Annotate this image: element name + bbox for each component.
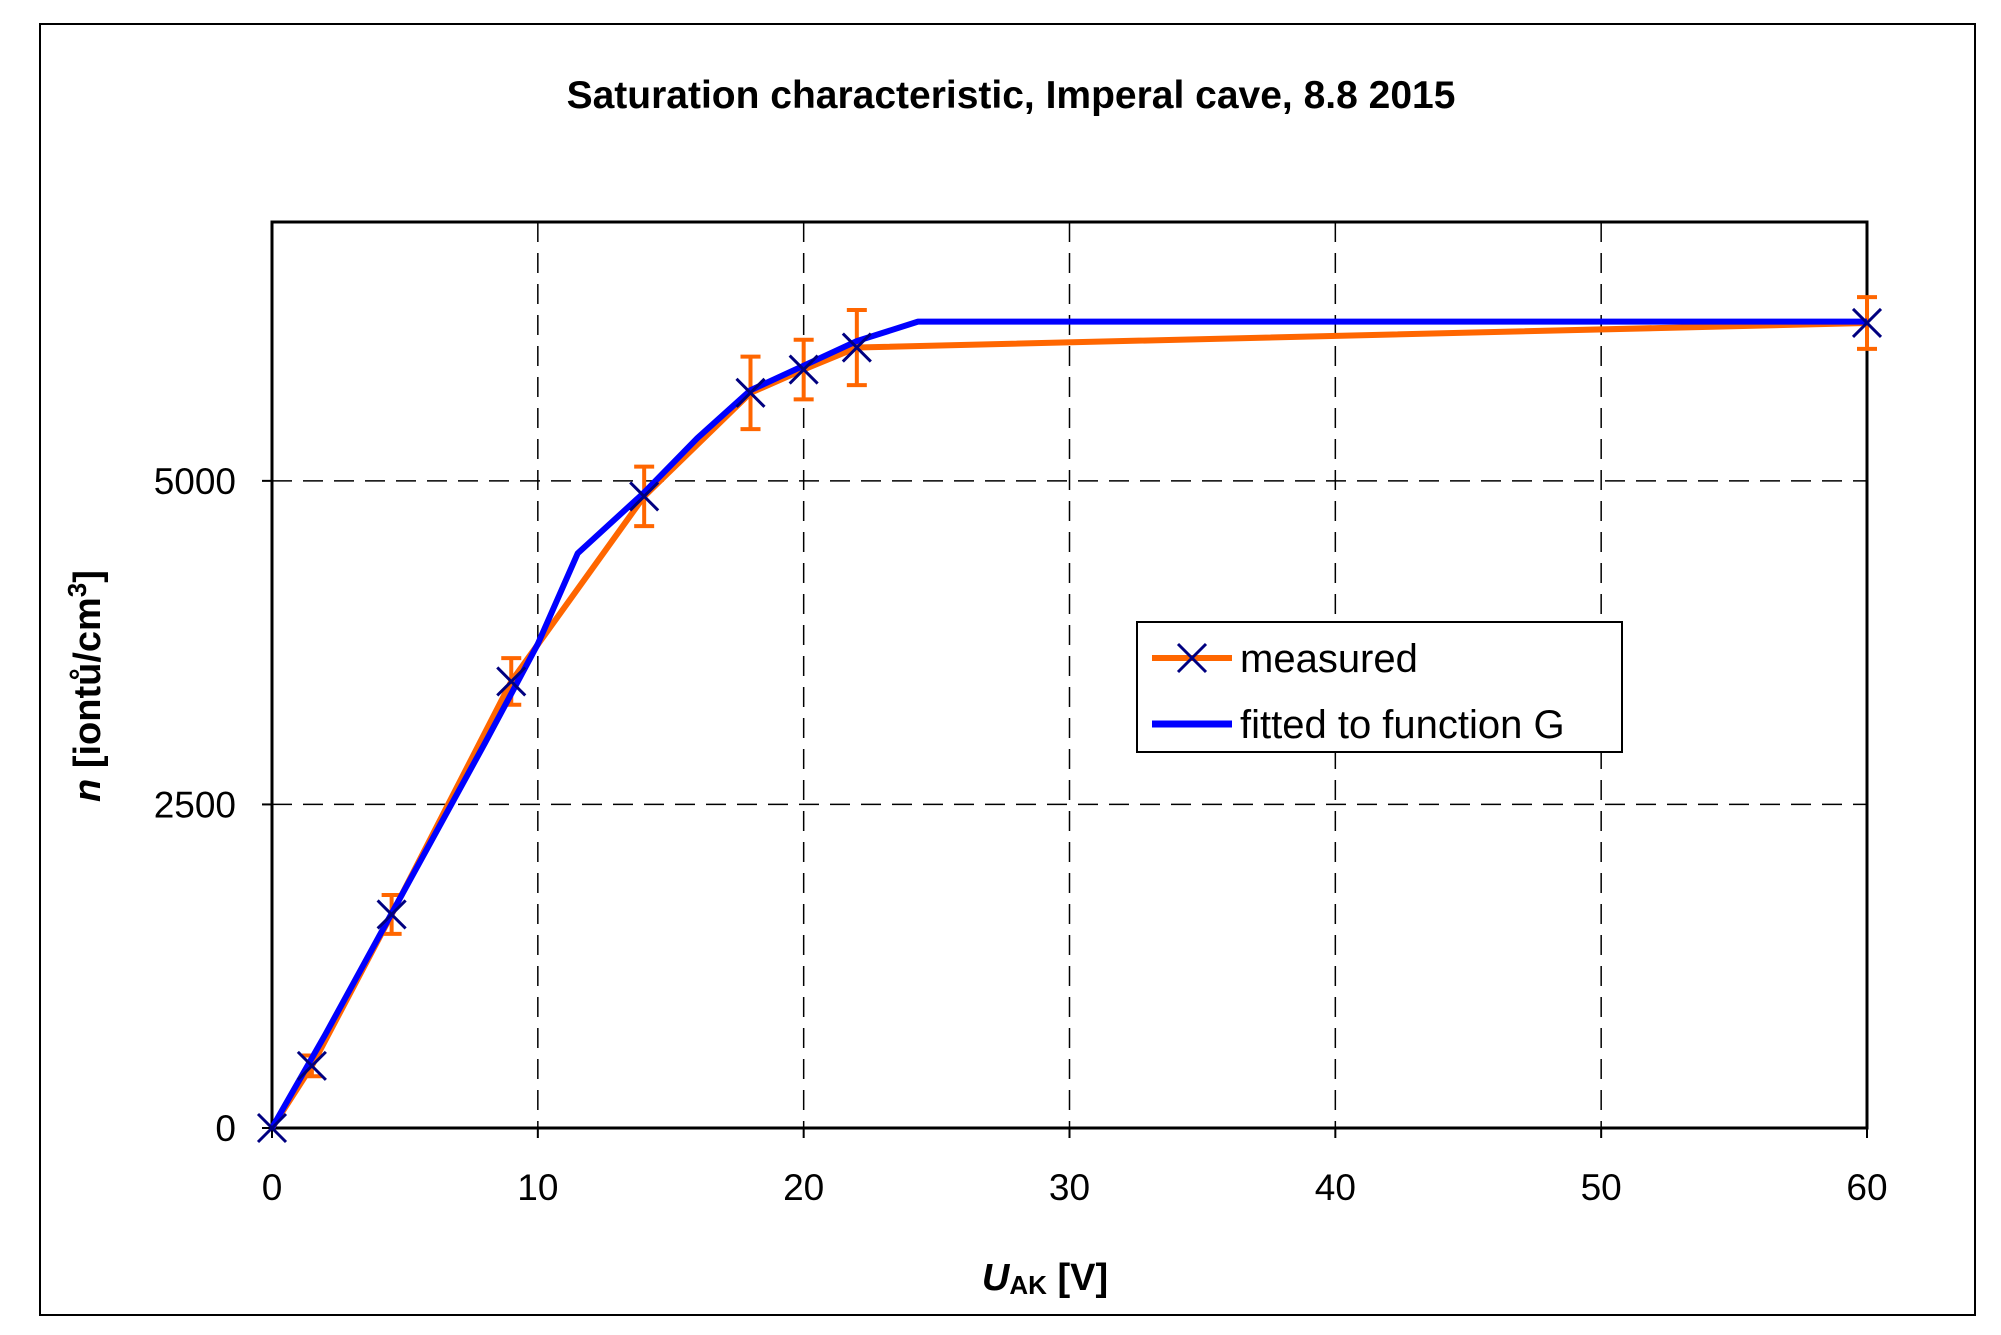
y-axis-title: n [iontů/cm3] xyxy=(62,570,109,802)
y-axis-title-main: n xyxy=(67,779,109,802)
legend: measured fitted to function G xyxy=(1136,621,1623,753)
y-axis: 0 2500 5000 xyxy=(154,461,272,1149)
x-tick-label: 60 xyxy=(1846,1167,1887,1208)
data-point-measured xyxy=(376,899,407,930)
x-axis-title: UAK [V] xyxy=(982,1257,1108,1300)
data-point-measured xyxy=(1851,307,1883,339)
x-tick-label: 30 xyxy=(1049,1167,1090,1208)
chart-title: Saturation characteristic, Imperal cave,… xyxy=(567,74,1456,117)
x-tick-label: 20 xyxy=(783,1167,824,1208)
x-tick-label: 40 xyxy=(1315,1167,1356,1208)
y-tick-label: 0 xyxy=(215,1108,236,1149)
x-axis-title-unit: [V] xyxy=(1047,1257,1108,1299)
x-tick-label: 0 xyxy=(262,1167,283,1208)
series-layer xyxy=(256,295,1883,1144)
legend-fitted-label: fitted to function G xyxy=(1240,703,1565,747)
series-fitted-line xyxy=(269,318,1867,1130)
x-axis-title-sub: AK xyxy=(1009,1270,1047,1300)
y-axis-title-close: ] xyxy=(67,570,109,583)
y-axis-title-sup: 3 xyxy=(62,583,92,597)
data-point-measured xyxy=(629,481,660,512)
data-point-measured xyxy=(256,1112,288,1144)
legend-measured-label: measured xyxy=(1240,637,1418,681)
x-axis: 0 10 20 30 40 50 60 xyxy=(262,1128,1888,1208)
data-point-measured xyxy=(735,377,766,408)
data-point-measured xyxy=(296,1050,327,1081)
chart-frame xyxy=(39,23,1976,1316)
x-axis-title-main: U xyxy=(982,1257,1011,1299)
data-point-measured xyxy=(841,332,872,363)
y-tick-label: 2500 xyxy=(154,784,236,825)
legend-box xyxy=(1136,621,1623,753)
y-axis-title-unit: [iontů/cm xyxy=(67,597,109,779)
legend-measured-marker xyxy=(1176,642,1208,674)
legend-x-marker xyxy=(1176,642,1208,674)
x-tick-label: 50 xyxy=(1581,1167,1622,1208)
data-point-measured xyxy=(496,666,527,697)
y-tick-label: 5000 xyxy=(154,461,236,502)
data-point-measured xyxy=(788,354,819,385)
x-tick-label: 10 xyxy=(517,1167,558,1208)
